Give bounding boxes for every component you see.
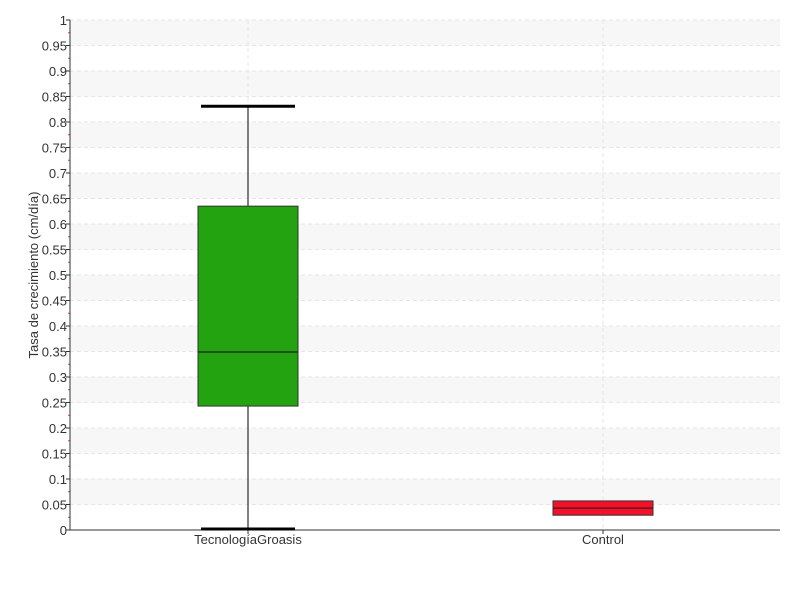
grid-band [70,71,780,97]
y-tick-label: 1 [60,13,67,28]
y-tick-label: 0.95 [42,39,67,54]
grid-band [70,275,780,301]
x-tick-label: Control [582,532,624,547]
y-tick-label: 0.8 [49,115,67,130]
y-tick-label: 0.05 [42,498,67,513]
y-tick-label: 0.75 [42,141,67,156]
y-axis-label: Tasa de crecimiento (cm/día) [26,192,41,359]
y-tick-label: 0.65 [42,192,67,207]
grid-band [70,173,780,199]
grid-band [70,479,780,505]
y-tick-label: 0.6 [49,217,67,232]
grid-band [70,428,780,454]
y-tick-label: 0.85 [42,90,67,105]
y-tick-label: 0.9 [49,64,67,79]
y-tick-label: 0.15 [42,447,67,462]
y-tick-label: 0 [60,523,67,538]
y-tick-label: 0.35 [42,345,67,360]
y-tick-label: 0.4 [49,319,67,334]
y-tick-label: 0.3 [49,370,67,385]
y-tick-label: 0.25 [42,396,67,411]
box-0 [197,205,299,407]
y-tick-label: 0.2 [49,421,67,436]
grid-band [70,122,780,148]
y-tick-label: 0.55 [42,243,67,258]
y-tick-label: 0.1 [49,472,67,487]
grid-band [70,20,780,46]
grid-band [70,326,780,352]
y-tick-label: 0.5 [49,268,67,283]
x-tick-label: TecnologíaGroasis [194,532,302,547]
grid-band [70,377,780,403]
y-tick-label: 0.7 [49,166,67,181]
grid-band [70,224,780,250]
y-tick-label: 0.45 [42,294,67,309]
